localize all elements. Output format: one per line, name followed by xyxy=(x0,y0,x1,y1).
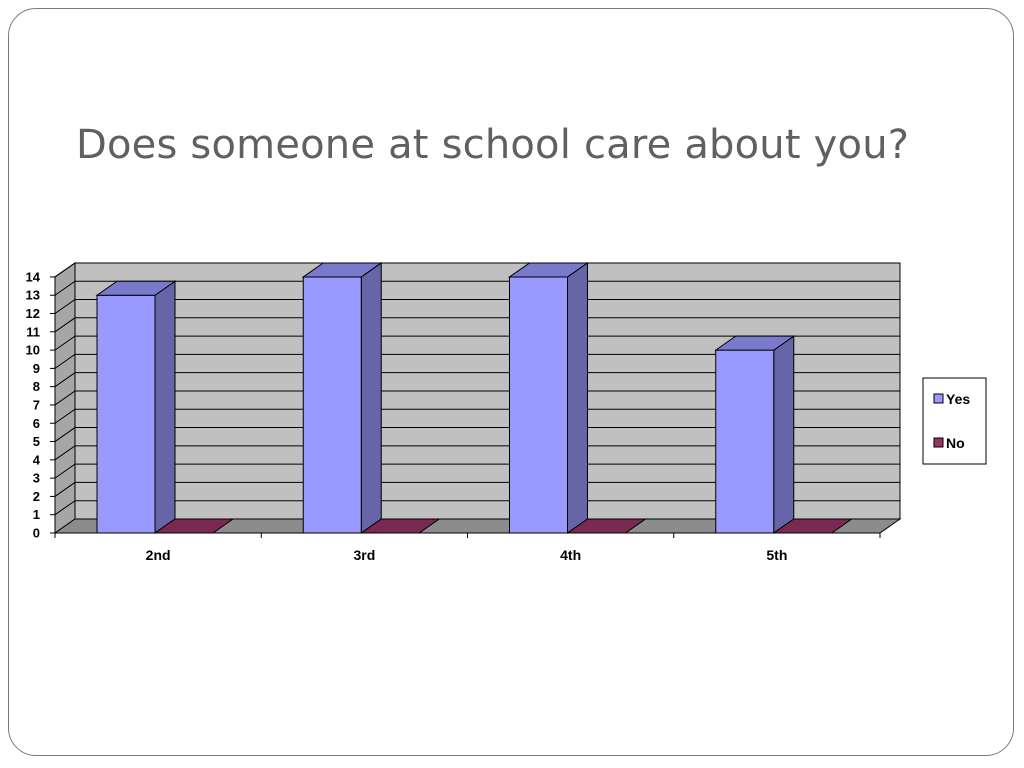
y-tick-label: 11 xyxy=(26,324,40,339)
gridline xyxy=(54,335,900,351)
gridline xyxy=(54,280,900,296)
y-tick-label: 6 xyxy=(33,416,40,431)
y-tick-label: 12 xyxy=(26,306,40,321)
bar-top-yes-4th xyxy=(507,262,590,278)
y-tick-label: 9 xyxy=(33,361,40,376)
legend-label-yes: Yes xyxy=(946,391,970,407)
chart-legend: Yes No xyxy=(922,377,987,465)
legend-label-no: No xyxy=(946,435,965,451)
bar-yes-2nd xyxy=(96,294,156,534)
gridline xyxy=(54,427,900,442)
bar-top-yes-2nd xyxy=(95,280,177,296)
bar-side-yes-3rd xyxy=(360,261,382,534)
y-tick-label: 2 xyxy=(33,489,40,504)
y-tick-label: 0 xyxy=(33,526,40,541)
bar-top-yes-5th xyxy=(714,335,796,351)
legend-swatch-yes xyxy=(933,393,944,404)
gridline xyxy=(54,390,900,406)
gridline xyxy=(54,445,900,461)
y-tick-label: 5 xyxy=(33,434,40,449)
gridline xyxy=(54,500,900,516)
y-tick-label: 13 xyxy=(26,288,40,303)
x-category-label: 5th xyxy=(766,547,787,563)
legend-swatch-no xyxy=(933,437,944,448)
bar-top-yes-3rd xyxy=(301,262,383,278)
y-tick-label: 3 xyxy=(33,471,40,486)
slide-title: Does someone at school care about you? xyxy=(76,122,910,168)
gridline xyxy=(54,463,900,479)
gridline xyxy=(54,317,900,333)
y-tick-label: 7 xyxy=(33,397,40,412)
gridline xyxy=(54,299,900,314)
x-category-label: 3rd xyxy=(353,547,375,563)
chart-gridlines xyxy=(54,262,900,516)
y-tick-label: 1 xyxy=(33,507,40,522)
bar-side-yes-4th xyxy=(567,261,588,534)
bar-side-yes-2nd xyxy=(154,280,176,534)
chart-bars xyxy=(95,261,854,534)
y-tick-label: 8 xyxy=(33,379,40,394)
gridline xyxy=(54,372,900,388)
gridline xyxy=(54,481,900,497)
bar-side-yes-5th xyxy=(773,335,795,534)
x-category-label: 2nd xyxy=(146,547,171,563)
y-tick-label: 10 xyxy=(26,343,40,358)
gridline xyxy=(54,353,900,369)
x-category-label: 4th xyxy=(560,547,581,563)
y-tick-label: 4 xyxy=(33,452,41,467)
gridline xyxy=(54,262,900,278)
bar-yes-4th xyxy=(509,276,568,534)
bar-yes-3rd xyxy=(302,276,362,534)
bar-yes-5th xyxy=(715,349,775,534)
y-tick-label: 14 xyxy=(26,269,41,284)
legend-box xyxy=(922,377,987,465)
gridline xyxy=(54,408,900,424)
